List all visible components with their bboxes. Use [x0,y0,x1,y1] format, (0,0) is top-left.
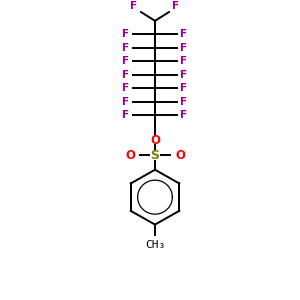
Text: O: O [125,148,135,161]
Text: S: S [151,148,160,161]
Text: F: F [180,29,188,39]
Text: F: F [180,56,188,66]
Text: F: F [122,83,130,93]
Text: F: F [172,1,180,11]
Text: F: F [180,97,188,107]
Text: F: F [180,70,188,80]
Text: F: F [180,43,188,53]
Text: O: O [150,134,160,147]
Text: F: F [130,1,138,11]
Text: F: F [180,110,188,120]
Text: F: F [180,83,188,93]
Text: F: F [122,29,130,39]
Text: F: F [122,56,130,66]
Text: O: O [175,148,185,161]
Text: F: F [122,97,130,107]
Text: F: F [122,43,130,53]
Text: F: F [122,110,130,120]
Text: CH₃: CH₃ [145,240,165,250]
Text: F: F [122,70,130,80]
